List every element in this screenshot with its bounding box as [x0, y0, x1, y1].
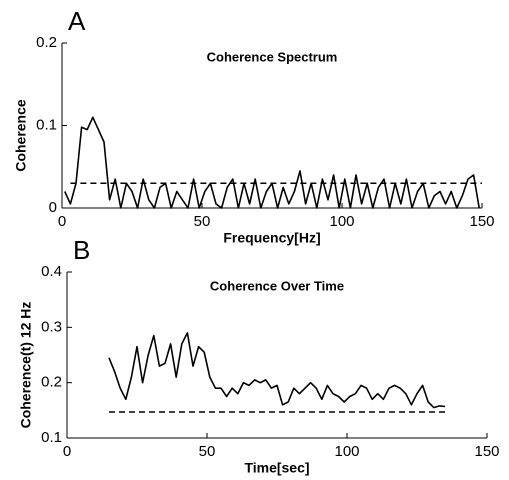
- x-tick-label: 150: [469, 213, 494, 230]
- x-tick-label: 100: [329, 213, 354, 230]
- x-tick-label: 50: [194, 213, 211, 230]
- data-line: [64, 116, 480, 209]
- y-tick-label: 0.1: [41, 429, 62, 446]
- chart-title: Coherence Over Time: [210, 278, 344, 293]
- x-tick-label: 50: [199, 443, 216, 460]
- x-tick-label: 150: [474, 443, 499, 460]
- y-tick-label: 0: [49, 199, 57, 216]
- y-axis-label: Coherence: [13, 99, 29, 172]
- x-tick-label: 0: [63, 443, 71, 460]
- panel-label: A: [68, 6, 86, 36]
- y-tick-label: 0.3: [41, 318, 62, 335]
- y-tick-label: 0.2: [36, 34, 57, 51]
- y-axis-label: Coherence(t) 12 Hz: [18, 302, 34, 429]
- panel-label: B: [73, 235, 90, 265]
- y-tick-label: 0.1: [36, 116, 57, 133]
- chart-title: Coherence Spectrum: [207, 49, 338, 64]
- y-tick-label: 0.2: [41, 374, 62, 391]
- x-axis-label: Time[sec]: [244, 460, 309, 476]
- y-tick-label: 0.4: [41, 263, 62, 280]
- x-tick-label: 100: [334, 443, 359, 460]
- data-line: [108, 332, 446, 409]
- x-tick-label: 0: [58, 213, 66, 230]
- x-axis-label: Frequency[Hz]: [223, 230, 320, 246]
